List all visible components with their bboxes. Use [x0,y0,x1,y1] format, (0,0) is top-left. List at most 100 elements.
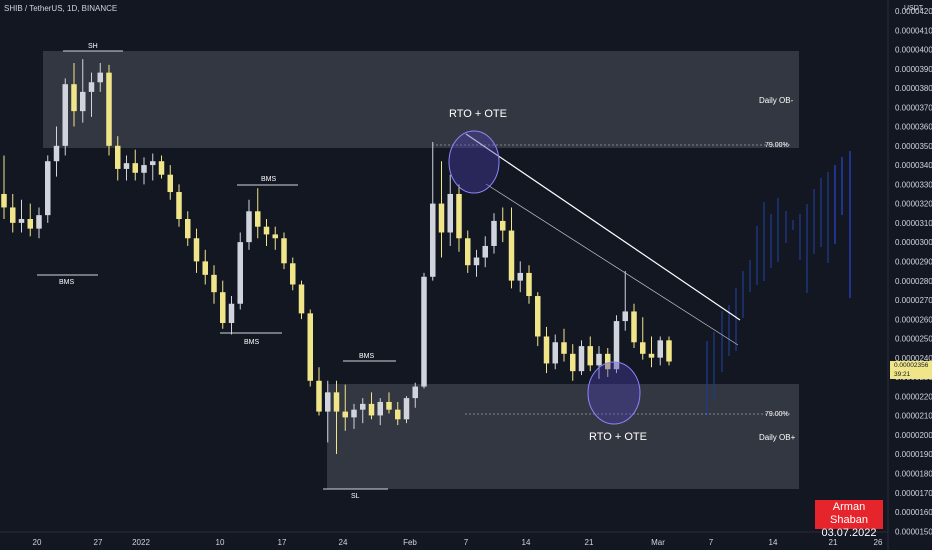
candle-bearish [290,263,296,285]
time-axis-label: 14 [522,538,531,547]
candle-countdown: 39:21 [894,371,911,378]
currency-unit: USDT [904,5,924,12]
time-axis: 20 27 2022 10 17 24 Feb 7 14 21 Mar 7 14 21 26 [33,538,883,547]
bms1-label: BMS [59,279,75,286]
fib-label-top: 79.00% [765,142,789,149]
candle-bearish [561,342,567,354]
candle-bearish [395,409,401,420]
candle-bearish [263,226,270,235]
candle-bullish [123,163,130,169]
time-axis-label: Feb [403,538,417,547]
time-axis-label: 21 [829,538,838,547]
candle-bullish [482,245,488,258]
candle-bearish [526,272,532,297]
candle-bearish [220,292,226,323]
rto-label-top: RTO + OTE [449,108,507,120]
candle-bullish [53,145,60,162]
time-axis-label: 2022 [132,538,150,547]
candle-bearish [570,353,576,372]
projection-lines [706,151,851,415]
candle-bullish [97,72,103,83]
candle-bearish [666,340,672,362]
candle-bearish [281,238,287,264]
rto-circle-bottom [587,361,641,425]
candle-bullish [88,82,95,92]
candle-bullish [403,398,410,420]
time-axis-label: 7 [709,538,714,547]
candle-bearish [1,193,7,208]
candle-bearish [176,192,182,219]
candle-bearish [211,274,217,293]
time-axis-label: 21 [585,538,594,547]
candle-bearish [106,72,112,146]
bms2-label: BMS [261,176,277,183]
candle-bullish [62,84,68,146]
candle-bearish [640,342,646,354]
candle-bearish [132,163,138,173]
candle-bearish [193,238,200,262]
time-axis-label: Mar [651,538,665,547]
candle-bullish [246,211,252,243]
current-price-tag: 0.00002356 39:21 [890,361,932,379]
candle-bullish [491,220,497,246]
daily-ob-plus-zone [327,384,799,489]
candle-bullish [657,340,663,358]
candle-bullish [150,161,156,166]
trend-line-upper [465,133,741,321]
candle-bullish [473,257,480,266]
candle-bearish [71,84,77,112]
time-axis-label: 24 [339,538,348,547]
candle-bullish [36,215,42,229]
candle-bearish [342,411,348,418]
candle-bearish [316,380,322,412]
candle-bullish [421,276,427,387]
candle-bearish [202,261,208,275]
trend-line-lower [485,183,739,346]
candle-bullish [596,353,602,366]
candle-bullish [622,311,628,322]
candle-bearish [307,313,313,381]
candle-bearish [500,220,506,231]
candle-bearish [631,311,637,343]
candle-bearish [272,234,278,239]
ob-minus-label: Daily OB- [759,96,794,105]
rto-circle-top [448,130,500,194]
time-axis-label: 7 [464,538,469,547]
candle-bullish [18,219,25,223]
candle-bearish [185,219,191,239]
candle-bullish [228,303,235,323]
candle-bearish [298,284,305,314]
candlestick-series [1,59,672,454]
candle-bearish [27,219,33,229]
candle-bullish [430,203,436,277]
candle-bearish [508,230,515,281]
candle-bearish [386,401,392,410]
sh-label: SH [88,43,98,50]
candle-bullish [141,165,147,173]
candle-bullish [377,401,383,416]
candle-bearish [456,193,462,239]
candle-bullish [578,346,585,372]
time-axis-label: 20 [33,538,42,547]
candle-bearish [167,174,173,193]
